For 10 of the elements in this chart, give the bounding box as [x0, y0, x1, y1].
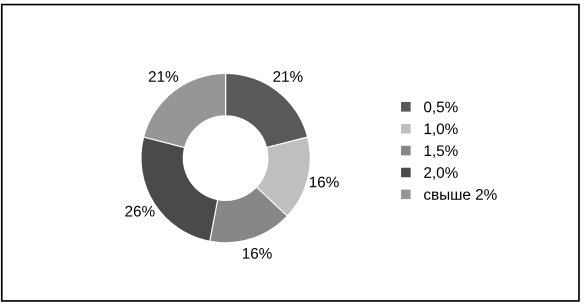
legend-label: свыше 2%	[424, 189, 497, 200]
legend-label: 0,5%	[424, 102, 458, 114]
data-label: 26%	[125, 206, 155, 217]
data-label: 16%	[310, 176, 339, 188]
data-label: 21%	[273, 71, 303, 82]
legend-label: 2,0%	[424, 167, 458, 180]
legend-label: 1,0%	[424, 123, 458, 136]
legend-label: 1,5%	[424, 145, 458, 158]
data-label: 21%	[148, 71, 178, 82]
data-label: 16%	[242, 248, 272, 259]
